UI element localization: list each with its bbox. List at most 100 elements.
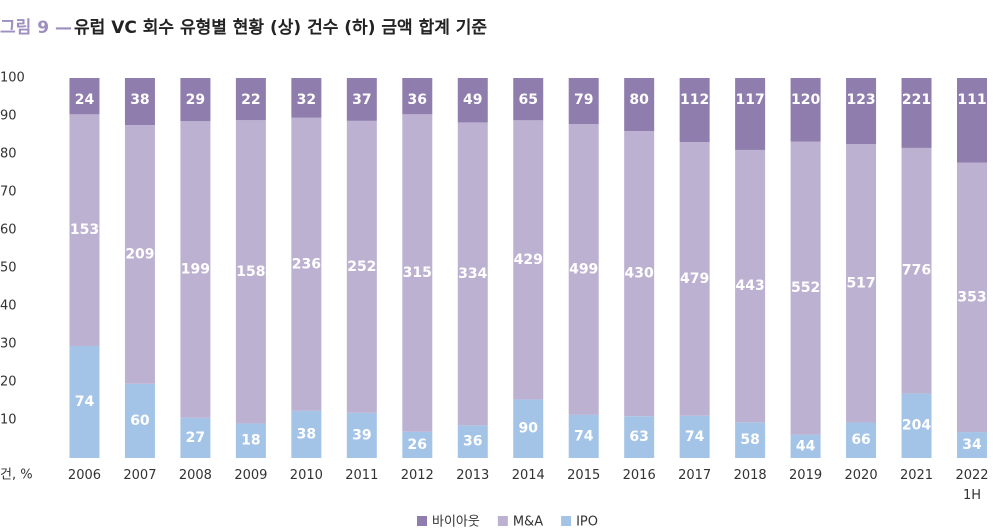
data-label: 479 [680,271,709,287]
x-tick-label: 2019 [789,468,822,483]
data-label: 65 [518,92,537,108]
legend-label: 바이아웃 [432,515,480,530]
x-tick-label: 2017 [678,468,711,483]
x-tick-label: 2016 [623,468,656,483]
data-label: 199 [181,261,210,277]
bar-segment [790,141,821,435]
bar-segment [124,125,155,384]
bar-segment [679,415,710,458]
data-label: 209 [125,246,154,262]
x-tick-label: 2007 [123,468,156,483]
bar-segment [513,399,544,458]
data-label: 79 [574,92,593,108]
chart-title: 유럽 VC 회수 유형별 현황 (상) 건수 (하) 금액 합계 기준 [74,17,487,38]
data-label: 36 [463,434,482,450]
data-label: 38 [297,426,316,442]
data-label: 66 [851,432,870,448]
data-label: 117 [736,92,765,108]
bar-segment [513,120,544,400]
data-label: 334 [458,266,487,282]
bar-segment [679,78,710,142]
data-label: 443 [736,278,765,294]
bar-segment [124,383,155,458]
data-label: 776 [902,263,931,279]
data-label: 74 [685,429,705,445]
x-tick-label: 2006 [68,468,101,483]
bar-segment [457,78,488,123]
bar-segment [957,78,987,163]
y-tick-label: 40 [0,299,17,314]
data-label: 24 [75,92,95,108]
data-label: 430 [625,266,654,282]
bar-segment [513,78,544,121]
y-tick-label: 80 [0,147,17,162]
data-label: 18 [241,433,260,449]
data-label: 34 [962,437,982,453]
data-label: 26 [408,437,427,453]
data-label: 112 [680,92,709,108]
x-tick-label: 2014 [512,468,545,483]
y-tick-label: 50 [0,261,17,276]
data-label: 120 [791,92,820,108]
bar-segment [124,78,155,126]
x-tick-label: 2008 [179,468,212,483]
bar-segment [346,120,377,413]
data-label: 158 [236,264,265,280]
legend-swatch [561,516,572,526]
bar-segment [457,425,488,458]
legend-label: IPO [576,515,598,530]
data-label: 36 [408,92,427,108]
x-tick-label: 2021 [900,468,933,483]
bar-segment [735,149,766,423]
y-tick-label: 20 [0,375,17,390]
y-tick-label: 30 [0,337,17,352]
figure-label: 그림 9 — [0,18,72,38]
data-label: 111 [957,92,986,108]
bar-segment [901,393,932,458]
bar-segment [846,422,877,458]
data-label: 49 [463,92,482,108]
data-label: 353 [957,289,986,305]
bar-segment [568,124,599,415]
data-label: 552 [791,280,820,296]
bar-segment [402,431,433,458]
data-label: 38 [130,92,149,108]
data-label: 252 [347,259,376,275]
bar-segment [957,432,987,458]
bar-segment [735,422,766,458]
data-label: 32 [297,92,316,108]
bar-segment [679,142,710,416]
y-tick-label: 10 [0,413,17,428]
bar-segment [790,78,821,142]
bar-segment [69,78,100,115]
y-tick-label: 60 [0,223,17,238]
x-tick-label: 2015 [567,468,600,483]
bar-segment [346,78,377,121]
data-label: 27 [186,430,205,446]
bar-segment [901,147,932,394]
bar-segment [568,78,599,125]
bar-segment [624,131,655,417]
y-axis-label: 건, % [0,468,33,483]
bar-segment [568,414,599,458]
bar-segment [180,78,211,122]
bar-segment [346,412,377,458]
bar-segment [235,120,266,424]
bar-segment [846,78,877,145]
data-label: 221 [902,92,931,108]
data-label: 63 [629,429,648,445]
bar-segment [901,78,932,148]
data-label: 60 [130,413,150,429]
x-tick-label: 2009 [234,468,267,483]
x-tick-label: 2012 [401,468,434,483]
x-tick-label: 2011 [345,468,378,483]
data-label: 236 [292,256,321,272]
bar-segment [291,410,322,458]
bar-segment [291,78,322,118]
bar-segment [180,417,211,458]
bar-segment [790,434,821,458]
data-label: 499 [569,261,598,277]
bar-segment [624,78,655,132]
bar-segment [624,416,655,458]
